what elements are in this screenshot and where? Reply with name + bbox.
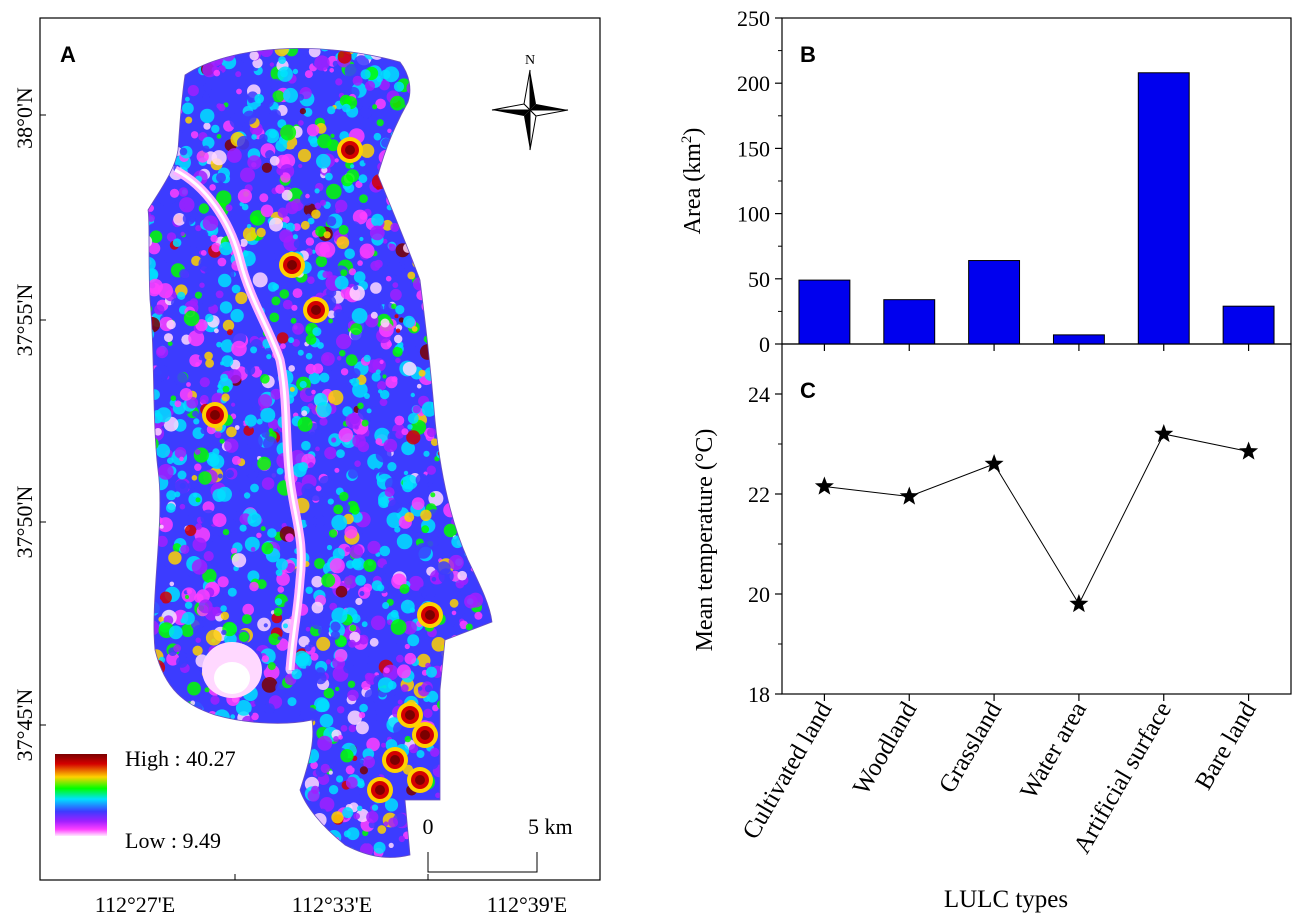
x-category-label: Water area xyxy=(1015,698,1092,804)
chart-c-ytick-label: 18 xyxy=(748,682,770,707)
chart-b-ytick-label: 0 xyxy=(759,332,770,357)
chart-c-ytick-label: 20 xyxy=(748,582,770,607)
chart-b-ytick-label: 200 xyxy=(737,71,770,96)
star-marker-cultivated-land xyxy=(814,476,834,495)
bar-woodland xyxy=(883,299,936,345)
chart-b-ytick-label: 150 xyxy=(737,136,770,161)
x-category-axis: Cultivated land Woodland Grassland Water ar… xyxy=(738,344,1262,858)
star-marker-woodland xyxy=(899,486,919,505)
bar-water-area xyxy=(1052,334,1105,345)
temperature-series-line xyxy=(824,433,1249,606)
bar-cultivated-land xyxy=(798,279,851,345)
star-marker-grassland xyxy=(984,454,1004,473)
scale-bar: 0 5 km xyxy=(423,814,573,873)
scale-end-label: 5 km xyxy=(528,814,573,839)
chart-c-ylabel: Mean temperature (°C) xyxy=(692,429,718,652)
legend-low-label: Low : 9.49 xyxy=(125,828,221,853)
north-arrow-icon: N xyxy=(491,53,569,151)
bar-artificial-surface xyxy=(1137,72,1190,345)
panel-b-label: B xyxy=(800,42,816,67)
lat-tick-label: 38°0'N xyxy=(12,87,37,149)
lon-tick-label: 112°33'E xyxy=(292,892,372,917)
scale-zero-label: 0 xyxy=(423,814,434,839)
color-legend: High : 40.27 Low : 9.49 xyxy=(55,746,236,853)
lat-tick-label: 37°55'N xyxy=(12,284,37,357)
chart-b-axes: B 0 50 100 150 200 250 Area (km2) xyxy=(679,6,1292,357)
x-category-label: Cultivated land xyxy=(738,697,838,844)
x-category-label: Grassland xyxy=(934,697,1008,798)
chart-c-axes: C 18 20 22 24 Mean temperature (°C) xyxy=(692,343,1292,707)
chart-b-ylabel: Area (km2) xyxy=(679,128,706,235)
star-marker-bare-land xyxy=(1239,441,1259,460)
chart-b-frame xyxy=(781,17,1292,345)
lon-tick-label: 112°39'E xyxy=(487,892,567,917)
x-category-label: Woodland xyxy=(848,697,923,799)
lat-tick-label: 37°50'N xyxy=(12,486,37,559)
chart-c-ytick-label: 22 xyxy=(748,482,770,507)
map-frame xyxy=(39,17,601,881)
latitude-axis: 38°0'N 37°55'N 37°50'N 37°45'N xyxy=(12,87,46,761)
longitude-axis: 112°27'E 112°33'E 112°39'E xyxy=(95,874,567,917)
chart-b-ytick-label: 100 xyxy=(737,202,770,227)
north-label: N xyxy=(525,53,535,68)
lat-tick-label: 37°45'N xyxy=(12,689,37,762)
chart-c-ytick-label: 24 xyxy=(748,382,770,407)
panel-c-label: C xyxy=(800,378,816,403)
legend-color-ramp xyxy=(55,754,107,836)
lon-tick-label: 112°27'E xyxy=(95,892,175,917)
legend-high-label: High : 40.27 xyxy=(125,746,236,771)
chart-c-frame xyxy=(781,343,1292,695)
study-area-outline xyxy=(147,48,493,858)
x-category-label: Bare land xyxy=(1190,697,1262,794)
star-marker-artificial-surface xyxy=(1154,424,1174,443)
chart-b-ytick-label: 250 xyxy=(737,6,770,31)
bar-grassland xyxy=(968,260,1021,345)
bar-bare-land xyxy=(1222,305,1275,345)
x-axis-title: LULC types xyxy=(944,886,1068,913)
panel-a-label: A xyxy=(60,42,76,67)
star-marker-water-area xyxy=(1069,594,1089,613)
chart-b-ytick-label: 50 xyxy=(748,267,770,292)
